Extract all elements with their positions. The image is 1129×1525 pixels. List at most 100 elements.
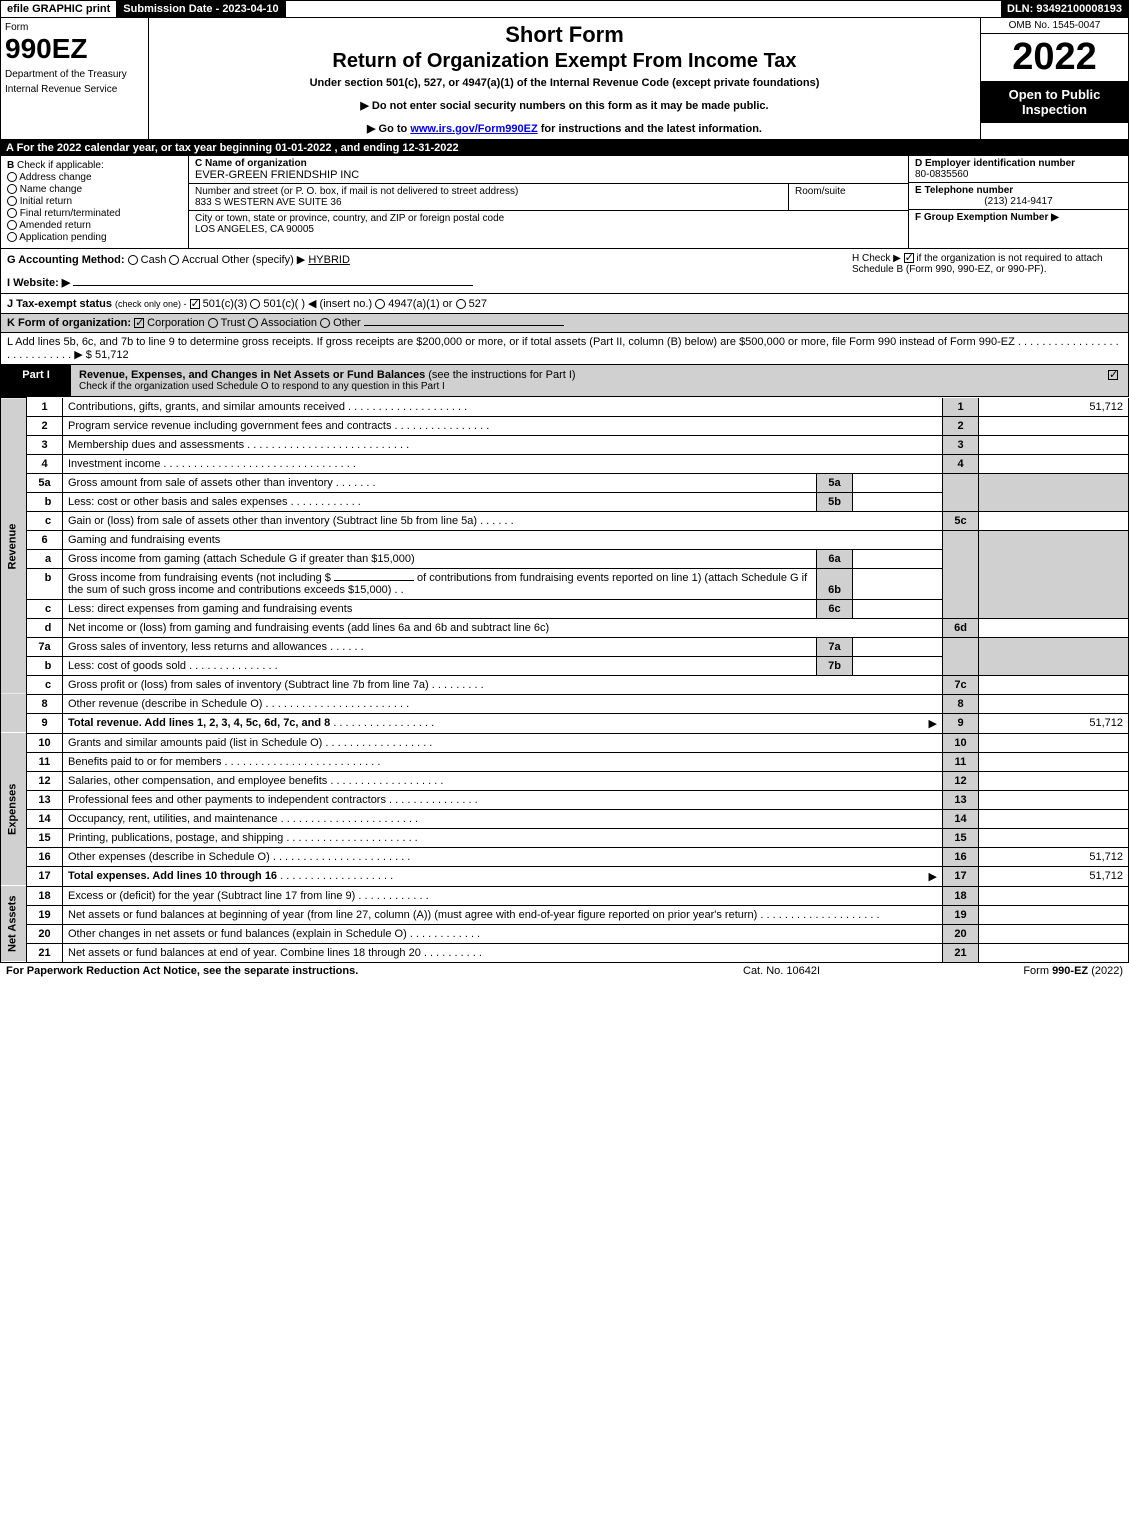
g-accrual-radio[interactable] — [169, 255, 179, 265]
k-other-radio[interactable] — [320, 318, 330, 328]
l13-num: 13 — [27, 790, 63, 809]
j-527-radio[interactable] — [456, 299, 466, 309]
l6d-ln: 6d — [943, 618, 979, 637]
b-opt-3: Final return/terminated — [20, 208, 121, 219]
h-checkbox[interactable] — [904, 253, 914, 263]
l6c-num: c — [27, 599, 63, 618]
c-street-label: Number and street (or P. O. box, if mail… — [195, 186, 518, 197]
l6a-sv — [853, 549, 943, 568]
footer-form-pre: Form — [1023, 965, 1052, 977]
i-website-line — [73, 285, 473, 286]
part-i-check[interactable] — [1098, 365, 1128, 396]
f-group-label: F Group Exemption Number ▶ — [915, 212, 1059, 223]
j-small: (check only one) - — [115, 299, 187, 309]
j-4947-radio[interactable] — [375, 299, 385, 309]
l4-amt — [979, 454, 1129, 473]
l7b-num: b — [27, 656, 63, 675]
sidelabel-netassets: Net Assets — [1, 886, 27, 962]
l5ab-shade — [943, 473, 979, 511]
l5b-num: b — [27, 492, 63, 511]
row-j-tax-exempt: J Tax-exempt status (check only one) - 5… — [0, 294, 1129, 314]
sidelabel-revenue: Revenue — [1, 398, 27, 695]
l7a-sl: 7a — [817, 637, 853, 656]
j-501c3-check[interactable] — [190, 299, 200, 309]
l21-num: 21 — [27, 943, 63, 962]
i-label: I Website: ▶ — [7, 277, 70, 289]
l18-amt — [979, 886, 1129, 905]
l18-num: 18 — [27, 886, 63, 905]
l17-amt: 51,712 — [979, 866, 1129, 886]
l5ab-shade2 — [979, 473, 1129, 511]
b-opt-0: Address change — [19, 172, 91, 183]
l7a-num: 7a — [27, 637, 63, 656]
submission-date: Submission Date - 2023-04-10 — [117, 1, 285, 17]
open-inspection: Open to Public Inspection — [981, 81, 1128, 123]
c-name-row: C Name of organization EVER-GREEN FRIEND… — [189, 156, 908, 184]
row-k-form-org: K Form of organization: Corporation Trus… — [0, 314, 1129, 333]
l16-num: 16 — [27, 847, 63, 866]
l18-ln: 18 — [943, 886, 979, 905]
d-ein-value: 80-0835560 — [915, 169, 968, 180]
l6d-desc: Net income or (loss) from gaming and fun… — [63, 618, 943, 637]
l6d-num: d — [27, 618, 63, 637]
k-trust-radio[interactable] — [208, 318, 218, 328]
j-501c-radio[interactable] — [250, 299, 260, 309]
l11-num: 11 — [27, 752, 63, 771]
l-text: L Add lines 5b, 6c, and 7b to line 9 to … — [7, 336, 1015, 348]
l-prefix: ▶ $ — [74, 349, 92, 361]
b-opt-amended[interactable]: Amended return — [7, 220, 182, 231]
irs-link[interactable]: www.irs.gov/Form990EZ — [410, 123, 537, 135]
l3-desc: Membership dues and assessments . . . . … — [63, 435, 943, 454]
l5a-sv — [853, 473, 943, 492]
efile-label[interactable]: efile GRAPHIC print — [1, 1, 117, 17]
k-corp: Corporation — [147, 317, 204, 329]
dln-label: DLN: 93492100008193 — [1001, 1, 1128, 17]
l7a-desc: Gross sales of inventory, less returns a… — [63, 637, 817, 656]
l6b-blank — [334, 580, 414, 581]
l17-desc: Total expenses. Add lines 10 through 16 … — [63, 866, 943, 886]
row-a-calendar-year: A For the 2022 calendar year, or tax yea… — [0, 140, 1129, 156]
section-bcdef: B Check if applicable: Address change Na… — [0, 156, 1129, 249]
row-gh: G Accounting Method: Cash Accrual Other … — [0, 249, 1129, 294]
k-assoc-radio[interactable] — [248, 318, 258, 328]
l17-arrow: ▶ — [929, 870, 937, 883]
b-opt-pending[interactable]: Application pending — [7, 232, 182, 243]
irs-label: Internal Revenue Service — [5, 84, 144, 95]
e-phone-value: (213) 214-9417 — [915, 196, 1122, 207]
l7b-desc: Less: cost of goods sold . . . . . . . .… — [63, 656, 817, 675]
k-corp-check[interactable] — [134, 318, 144, 328]
col-def: D Employer identification number 80-0835… — [908, 156, 1128, 248]
l9-arrow: ▶ — [929, 717, 937, 730]
b-opt-5: Application pending — [19, 232, 106, 243]
l4-num: 4 — [27, 454, 63, 473]
h-text1: H Check ▶ — [852, 253, 901, 264]
b-opt-initial[interactable]: Initial return — [7, 196, 182, 207]
l11-ln: 11 — [943, 752, 979, 771]
form-number: 990EZ — [5, 33, 144, 65]
part-i-title: Revenue, Expenses, and Changes in Net As… — [71, 365, 1098, 396]
l2-amt — [979, 416, 1129, 435]
l6-desc: Gaming and fundraising events — [63, 530, 943, 549]
j-o1: 501(c)(3) — [203, 298, 248, 310]
c-street: Number and street (or P. O. box, if mail… — [189, 184, 788, 210]
b-opt-address[interactable]: Address change — [7, 172, 182, 183]
l16-desc: Other expenses (describe in Schedule O) … — [63, 847, 943, 866]
part-i-title-text: Revenue, Expenses, and Changes in Net As… — [79, 369, 425, 381]
l6b-sv — [853, 568, 943, 599]
g-cash-radio[interactable] — [128, 255, 138, 265]
l7c-desc: Gross profit or (loss) from sales of inv… — [63, 675, 943, 694]
header-center: Short Form Return of Organization Exempt… — [149, 18, 980, 139]
part-i-checknote: Check if the organization used Schedule … — [79, 381, 1090, 392]
omb-number: OMB No. 1545-0047 — [981, 18, 1128, 34]
l10-desc: Grants and similar amounts paid (list in… — [63, 733, 943, 752]
part-i-header: Part I Revenue, Expenses, and Changes in… — [0, 365, 1129, 397]
l16-amt: 51,712 — [979, 847, 1129, 866]
b-opt-2: Initial return — [20, 196, 72, 207]
b-opt-name[interactable]: Name change — [7, 184, 182, 195]
l20-ln: 20 — [943, 924, 979, 943]
l16-ln: 16 — [943, 847, 979, 866]
l9-num: 9 — [27, 713, 63, 733]
b-opt-final[interactable]: Final return/terminated — [7, 208, 182, 219]
l19-num: 19 — [27, 905, 63, 924]
l7ab-shade — [943, 637, 979, 675]
